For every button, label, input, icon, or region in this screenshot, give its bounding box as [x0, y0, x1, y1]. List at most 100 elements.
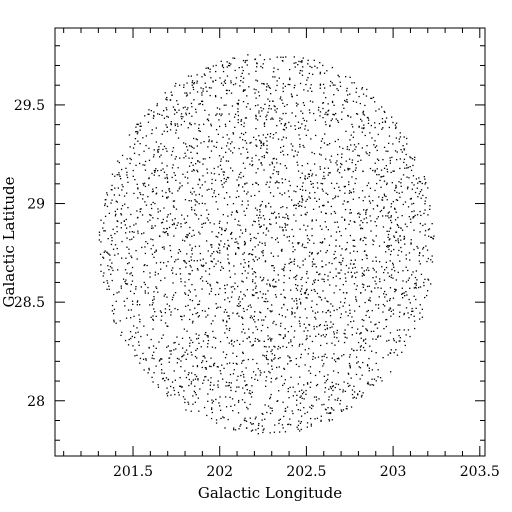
data-point [189, 92, 191, 94]
data-point [252, 164, 254, 166]
data-point [130, 309, 132, 311]
data-point [270, 311, 272, 313]
data-point [250, 315, 252, 317]
data-point [282, 102, 284, 104]
data-point [265, 354, 268, 357]
data-point [282, 60, 284, 62]
data-point [327, 279, 329, 281]
data-point [311, 235, 313, 237]
data-point [262, 293, 264, 295]
data-point [255, 144, 257, 146]
data-point [131, 335, 133, 338]
data-point [333, 94, 335, 96]
data-point [217, 386, 219, 388]
data-point [344, 297, 346, 300]
data-point [242, 69, 244, 72]
data-point [260, 147, 262, 149]
data-point [265, 380, 267, 382]
data-point [179, 273, 182, 275]
data-point [205, 67, 207, 69]
data-point [190, 266, 192, 268]
data-point [359, 213, 361, 216]
data-point [106, 194, 109, 196]
data-point [378, 174, 380, 176]
data-point [166, 197, 168, 199]
data-point [404, 167, 406, 169]
data-point [199, 130, 201, 132]
data-point [289, 258, 291, 260]
data-point [340, 263, 342, 266]
data-point [151, 172, 153, 175]
data-point [375, 235, 377, 237]
data-point [179, 250, 182, 253]
data-point [144, 252, 146, 255]
data-point [228, 317, 230, 320]
data-point [377, 376, 379, 378]
data-point [299, 143, 301, 146]
data-point [333, 309, 335, 312]
data-point [217, 133, 219, 135]
data-point [302, 260, 304, 262]
data-point [367, 383, 370, 385]
data-point [401, 151, 403, 153]
data-point [424, 223, 426, 225]
data-point [397, 254, 399, 256]
data-point [258, 110, 260, 112]
data-point [224, 292, 226, 294]
data-point [388, 248, 390, 251]
data-point [254, 194, 256, 197]
data-point [279, 226, 281, 228]
data-point [405, 258, 407, 260]
data-point [286, 224, 289, 226]
data-point [376, 158, 379, 160]
data-point [209, 384, 211, 386]
data-point [307, 238, 309, 240]
data-point [200, 142, 202, 144]
data-point [425, 182, 427, 184]
data-point [126, 237, 128, 239]
data-point [187, 294, 189, 296]
data-point [185, 305, 187, 307]
data-point [171, 224, 174, 226]
data-point [220, 160, 222, 162]
data-point [400, 239, 402, 241]
data-point [269, 283, 271, 285]
data-point [376, 182, 378, 185]
data-point [373, 330, 375, 332]
data-point [302, 182, 304, 184]
data-point [147, 292, 149, 294]
data-point [150, 110, 152, 112]
data-point [189, 337, 191, 339]
data-point [254, 311, 256, 313]
data-point [349, 312, 351, 314]
data-point [279, 117, 281, 119]
data-point [289, 68, 291, 71]
data-point [247, 54, 249, 56]
data-point [346, 99, 348, 101]
data-point [160, 143, 162, 145]
data-point [306, 426, 308, 428]
data-point [210, 123, 212, 125]
data-point [260, 330, 263, 332]
data-point [271, 368, 273, 370]
data-point [266, 181, 268, 183]
data-point [173, 389, 175, 392]
data-point [137, 300, 139, 302]
data-point [181, 386, 183, 388]
data-point [252, 294, 254, 297]
data-point [363, 274, 365, 276]
data-point [340, 301, 342, 303]
data-point [114, 233, 116, 235]
data-point [232, 410, 234, 412]
data-point [344, 169, 346, 171]
data-point [310, 417, 312, 420]
data-point [181, 118, 183, 120]
data-point [194, 213, 196, 215]
data-point [320, 344, 322, 347]
data-point [379, 261, 381, 263]
data-point [200, 264, 203, 266]
data-point [184, 261, 186, 263]
data-point [324, 328, 326, 331]
data-point [251, 164, 253, 167]
data-point [236, 241, 238, 243]
